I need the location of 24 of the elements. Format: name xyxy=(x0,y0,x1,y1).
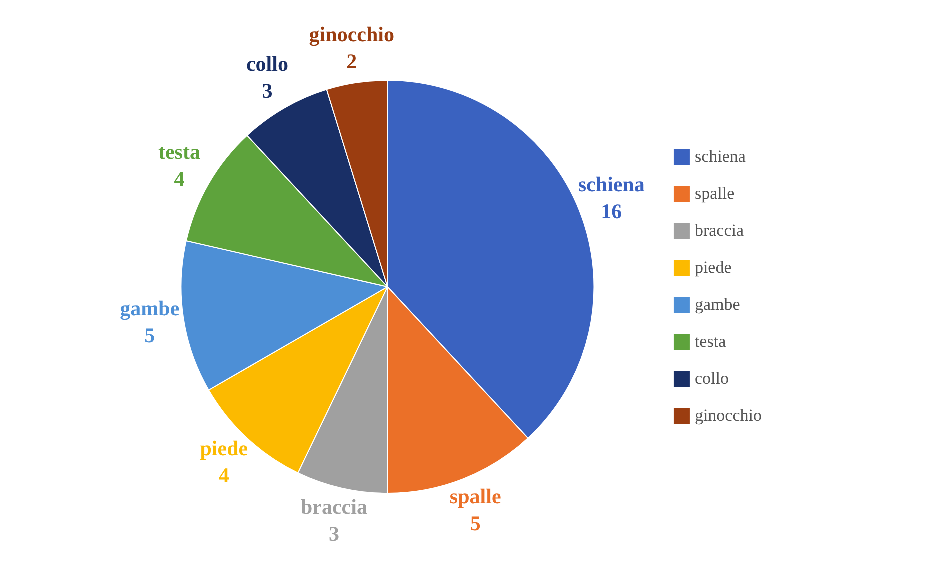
slice-label: testa xyxy=(158,140,201,164)
data-label: 16 xyxy=(601,200,622,224)
slice-label: ginocchio xyxy=(309,22,394,47)
slice-label: spalle xyxy=(450,484,502,508)
slice-label: schiena xyxy=(578,172,646,197)
legend-label: piede xyxy=(694,258,732,277)
legend-label: spalle xyxy=(694,184,735,203)
legend-label: ginocchio xyxy=(694,406,762,425)
legend-label: braccia xyxy=(694,220,744,240)
legend-label: testa xyxy=(694,332,727,351)
slice-label: piede xyxy=(200,436,248,461)
data-label: 4 xyxy=(218,464,230,488)
data-label: 3 xyxy=(262,79,273,104)
slice-label: braccia xyxy=(300,494,368,519)
data-label: 5 xyxy=(470,511,481,536)
data-label: 4 xyxy=(174,167,186,192)
data-label: 2 xyxy=(346,50,358,74)
legend-label: gambe xyxy=(694,294,740,314)
slice-label: gambe xyxy=(120,296,180,320)
legend-label: schiena xyxy=(694,146,746,166)
legend-label: collo xyxy=(694,368,729,388)
data-label: 5 xyxy=(144,323,156,348)
data-label: 3 xyxy=(328,522,340,546)
slice-label: collo xyxy=(246,52,288,76)
